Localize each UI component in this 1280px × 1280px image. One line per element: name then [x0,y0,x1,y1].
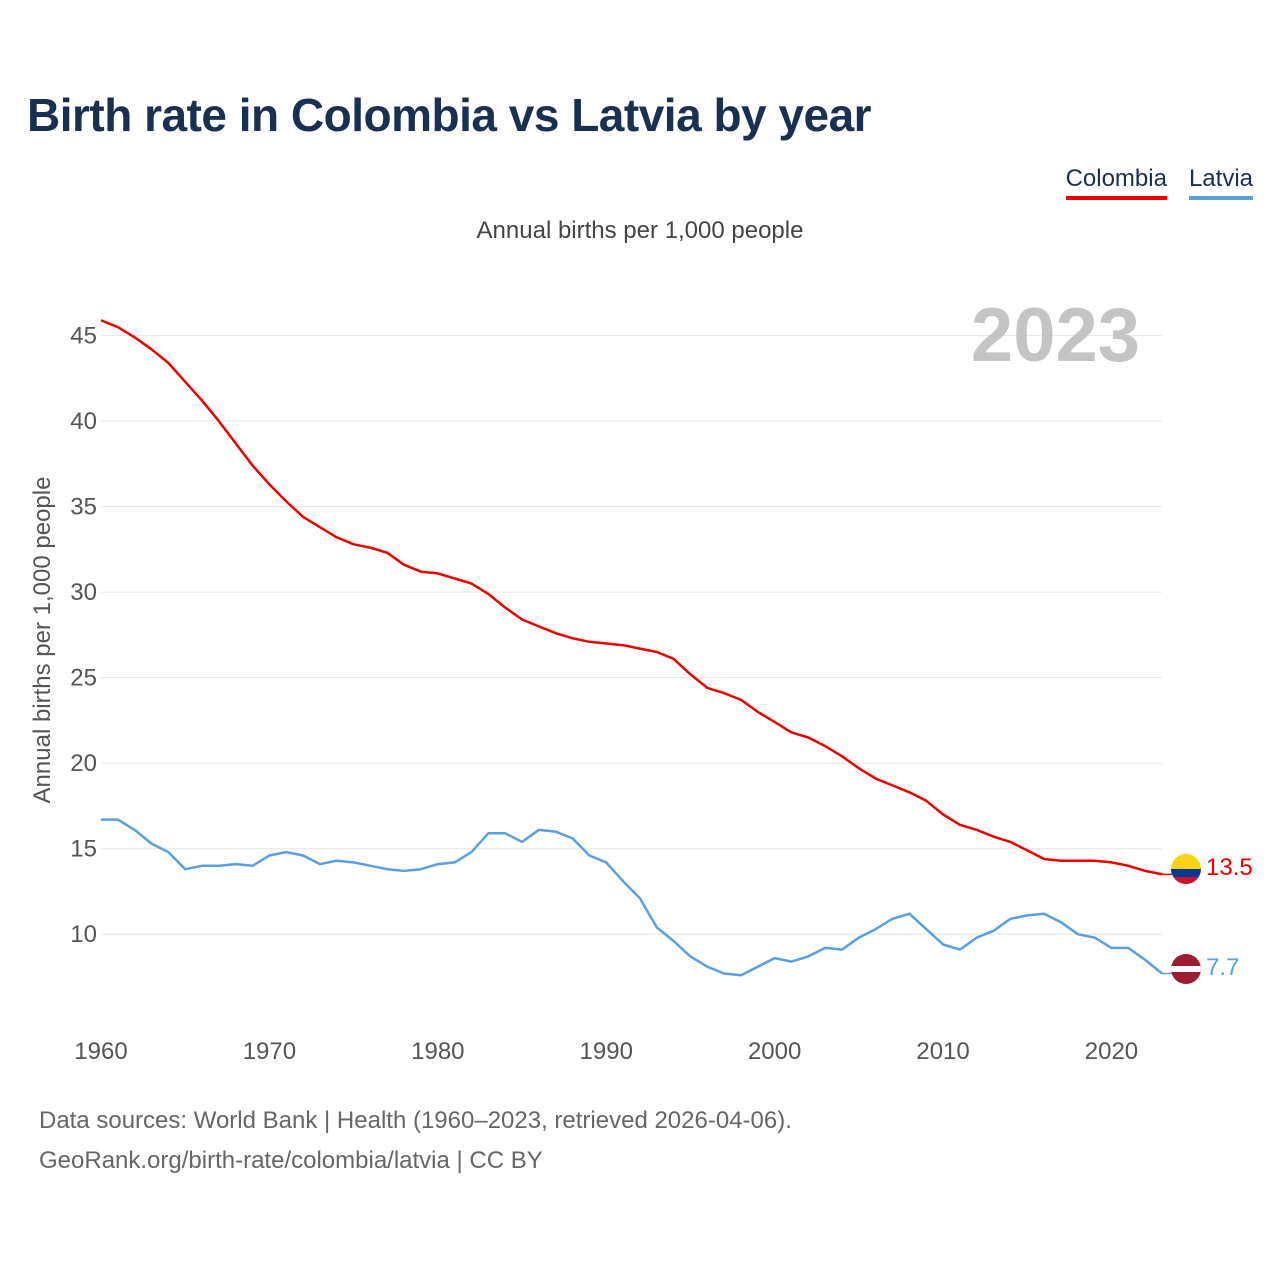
colombia-flag-icon [1171,854,1201,884]
legend: Colombia Latvia [1065,165,1253,200]
chart-title: Birth rate in Colombia vs Latvia by year [27,89,872,141]
y-tick-label: 25 [70,665,97,692]
y-tick-label: 45 [70,323,97,350]
chart-subtitle: Annual births per 1,000 people [476,217,804,244]
x-tick-label: 2000 [748,1038,801,1065]
end-label-latvia: 7.7 [1206,954,1239,981]
latvia-flag-icon [1171,954,1201,984]
x-tick-label: 2010 [916,1038,969,1065]
legend-item-colombia[interactable]: Colombia [1065,165,1167,200]
y-tick-label: 10 [70,921,97,948]
series-line-colombia[interactable] [100,319,1163,876]
end-label-colombia: 13.5 [1206,854,1253,881]
source-note: Data sources: World Bank | Health (1960–… [39,1107,792,1134]
x-tick-label: 1970 [243,1038,296,1065]
y-tick-label: 35 [70,494,97,521]
x-tick-label: 2020 [1085,1038,1138,1065]
source-link[interactable]: GeoRank.org/birth-rate/colombia/latvia |… [39,1147,543,1174]
year-watermark: 2023 [971,293,1140,378]
series-line-latvia[interactable] [101,818,1163,977]
y-axis-label: Annual births per 1,000 people [29,477,56,804]
y-tick-label: 20 [70,750,97,777]
legend-item-latvia[interactable]: Latvia [1188,165,1253,200]
x-tick-label: 1990 [580,1038,633,1065]
x-tick-label: 1960 [74,1038,127,1065]
x-tick-label: 1980 [411,1038,464,1065]
y-tick-label: 40 [70,408,97,435]
y-tick-label: 30 [70,579,97,606]
y-tick-label: 15 [70,836,97,863]
